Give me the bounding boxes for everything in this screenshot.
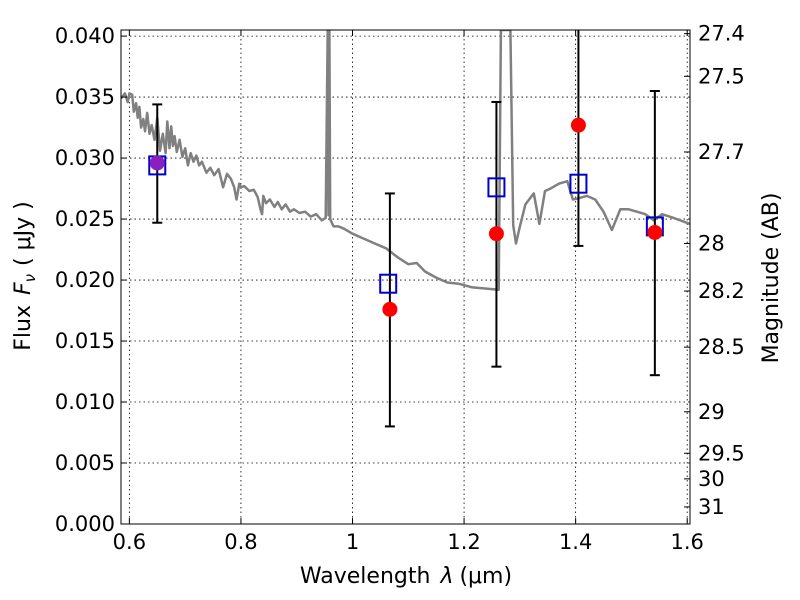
- y-tick-label: 0.000: [55, 512, 115, 536]
- x-tick-label: 0.6: [113, 530, 146, 554]
- plot-area: [121, 30, 690, 428]
- model-spectrum-line: [121, 30, 690, 292]
- y2-tick-label: 29: [698, 400, 725, 424]
- observed-flux-point: [647, 224, 663, 240]
- y-tick-label: 0.005: [55, 451, 115, 475]
- y2-tick-label: 27.5: [698, 64, 745, 88]
- x-tick-label: 1.4: [559, 530, 592, 554]
- observed-flux-point: [149, 155, 165, 171]
- x-tick-label: 0.8: [224, 530, 257, 554]
- x-axis-label: Wavelength λ (μm): [300, 564, 512, 589]
- model-square-point: [379, 273, 398, 294]
- y2-axis-label: Magnitude (AB): [759, 193, 784, 364]
- observed-flux-point: [570, 117, 586, 133]
- y2-tick-label: 28.5: [698, 335, 745, 359]
- y2-tick-label: 29.5: [698, 441, 745, 465]
- y2-tick-label: 28.2: [698, 279, 745, 303]
- y-axis-label: FluxFν( μJy ): [11, 201, 39, 350]
- grid: [121, 30, 690, 525]
- observed-flux-point: [382, 301, 398, 317]
- y2-tick-label: 27.7: [698, 140, 745, 164]
- y-tick-label: 0.040: [55, 24, 115, 48]
- x-tick-label: 1.6: [671, 530, 704, 554]
- y-tick-label: 0.025: [55, 207, 115, 231]
- y-tick-label: 0.035: [55, 85, 115, 109]
- y2-tick-label: 27.4: [698, 22, 745, 46]
- y-tick-label: 0.030: [55, 146, 115, 170]
- model-square-point: [487, 177, 506, 198]
- y2-tick-label: 30: [698, 467, 725, 491]
- y-tick-label: 0.010: [55, 390, 115, 414]
- x-tick-label: 1.2: [447, 530, 480, 554]
- observed-flux-point: [488, 226, 504, 242]
- model-square-point: [569, 173, 588, 194]
- y-tick-label: 0.015: [55, 329, 115, 353]
- y2-tick-label: 28: [698, 231, 725, 255]
- x-tick-label: 1: [346, 530, 359, 554]
- axis-ticks: 0.6 0.8 1 1.2 1.4 1.6 0.000 0.005 0.010 0.015 0.02…: [55, 22, 745, 554]
- plot-frame: [120, 29, 691, 525]
- y-tick-label: 0.020: [55, 268, 115, 292]
- y2-tick-label: 31: [698, 495, 725, 519]
